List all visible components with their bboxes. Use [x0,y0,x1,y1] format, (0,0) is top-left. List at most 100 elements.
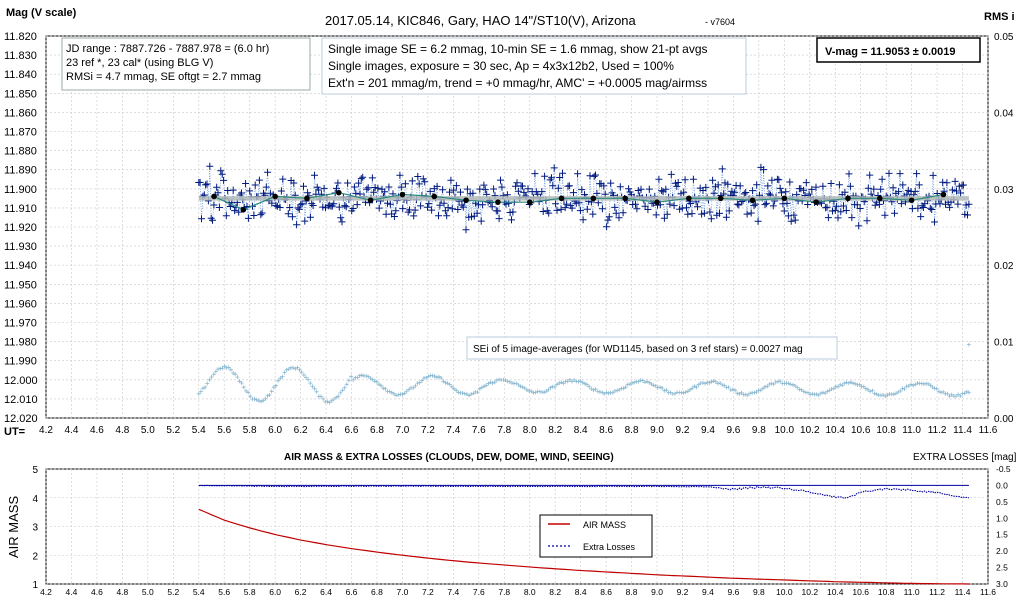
rms-point [926,381,931,386]
measurement-point [561,204,569,212]
measurement-point [644,206,652,213]
rms-point [606,391,611,396]
rms-point [269,389,274,394]
average-point [781,195,788,202]
y-tick-label: 11.910 [4,203,37,215]
measurement-point [864,184,872,192]
measurement-point [842,207,850,214]
measurement-point [694,203,701,211]
measurement-point [497,176,504,184]
rms-point [947,394,952,399]
rms-point [649,382,654,386]
measurement-point [508,216,515,224]
measurement-point [681,176,689,184]
measurement-point [768,176,776,184]
y-tick-label: 11.970 [4,318,37,330]
y-tick-label: 4 [32,494,38,505]
rms-point [441,379,446,384]
measurement-point [288,213,296,221]
rms-point [387,389,392,394]
rms-point [537,389,542,394]
measurement-point [660,214,668,222]
measurement-point [255,176,263,184]
measurement-point [246,187,254,195]
measurement-point [680,188,688,196]
rms-point [293,366,298,371]
measurement-point [725,207,733,215]
measurement-point [722,213,730,221]
measurement-point [750,202,758,210]
measurement-point [213,183,221,191]
rms-point [218,366,223,371]
measurement-point [783,199,791,207]
rms-point [690,386,695,391]
rms-point [424,375,429,380]
legend-label-extra: Extra Losses [583,542,636,552]
rms-point [567,377,572,382]
rms-point [754,390,759,394]
measurement-point [206,162,214,170]
rms-point [585,382,589,387]
measurement-point [333,184,340,192]
rms-point [325,399,330,404]
rms-point [228,367,233,372]
average-point [686,195,692,202]
rms-point [928,383,933,388]
average-point [335,189,342,196]
measurement-point [215,204,223,211]
rms-point [936,389,941,394]
rms-point [621,386,626,391]
rms-point [640,378,645,383]
rms-point [846,381,851,385]
rms-point [205,381,210,386]
rms-point [244,388,248,393]
x-tick-label: 9.0 [650,425,664,436]
average-trace [213,191,944,211]
measurement-point [222,212,230,220]
measurement-point [481,186,489,194]
rms-point [301,373,306,377]
rms-point [216,367,221,372]
measurement-point [666,200,674,208]
rms-point [966,342,971,347]
measurement-point [381,188,389,196]
measurement-point [342,203,350,211]
y-tick-label: 11.950 [4,279,37,291]
rms-point [715,381,720,386]
rms-point [799,387,804,392]
measurement-point [762,199,770,207]
x-tick-label: 8.2 [549,587,561,597]
x-tick-label: 8.4 [575,587,587,597]
rms-point [520,385,525,390]
rms-point [510,381,514,385]
rms-point [486,381,491,386]
measurement-point [341,202,349,210]
rms-point [280,374,285,379]
measurement-point [837,208,845,216]
rms-point [314,389,319,394]
rms-point [615,388,620,393]
measurement-point [209,216,216,224]
measurement-point [297,201,305,209]
measurement-point [385,183,393,191]
rms-point [570,379,574,384]
rms-point [507,379,512,384]
bottom-chart-title: AIR MASS & EXTRA LOSSES (CLOUDS, DEW, DO… [284,452,614,463]
rms-point [610,390,615,395]
y-axis-label: Mag (V scale) [6,7,77,19]
measurement-point [827,180,835,187]
y2-tick-label: 0.00 [994,414,1014,425]
legend-label-airmass: AIR MASS [583,520,626,530]
measurement-point [574,170,582,178]
rms-point [434,375,439,380]
measurement-point [514,187,522,195]
measurement-point [824,214,832,222]
y-tick-label: 12.010 [4,394,38,406]
legend: AIR MASS Extra Losses [539,514,653,558]
rms-point [312,386,317,391]
measurement-point [911,187,919,195]
average-point [495,199,501,205]
measurement-point [286,204,294,211]
rms-point [503,378,508,383]
measurement-point [495,215,503,223]
